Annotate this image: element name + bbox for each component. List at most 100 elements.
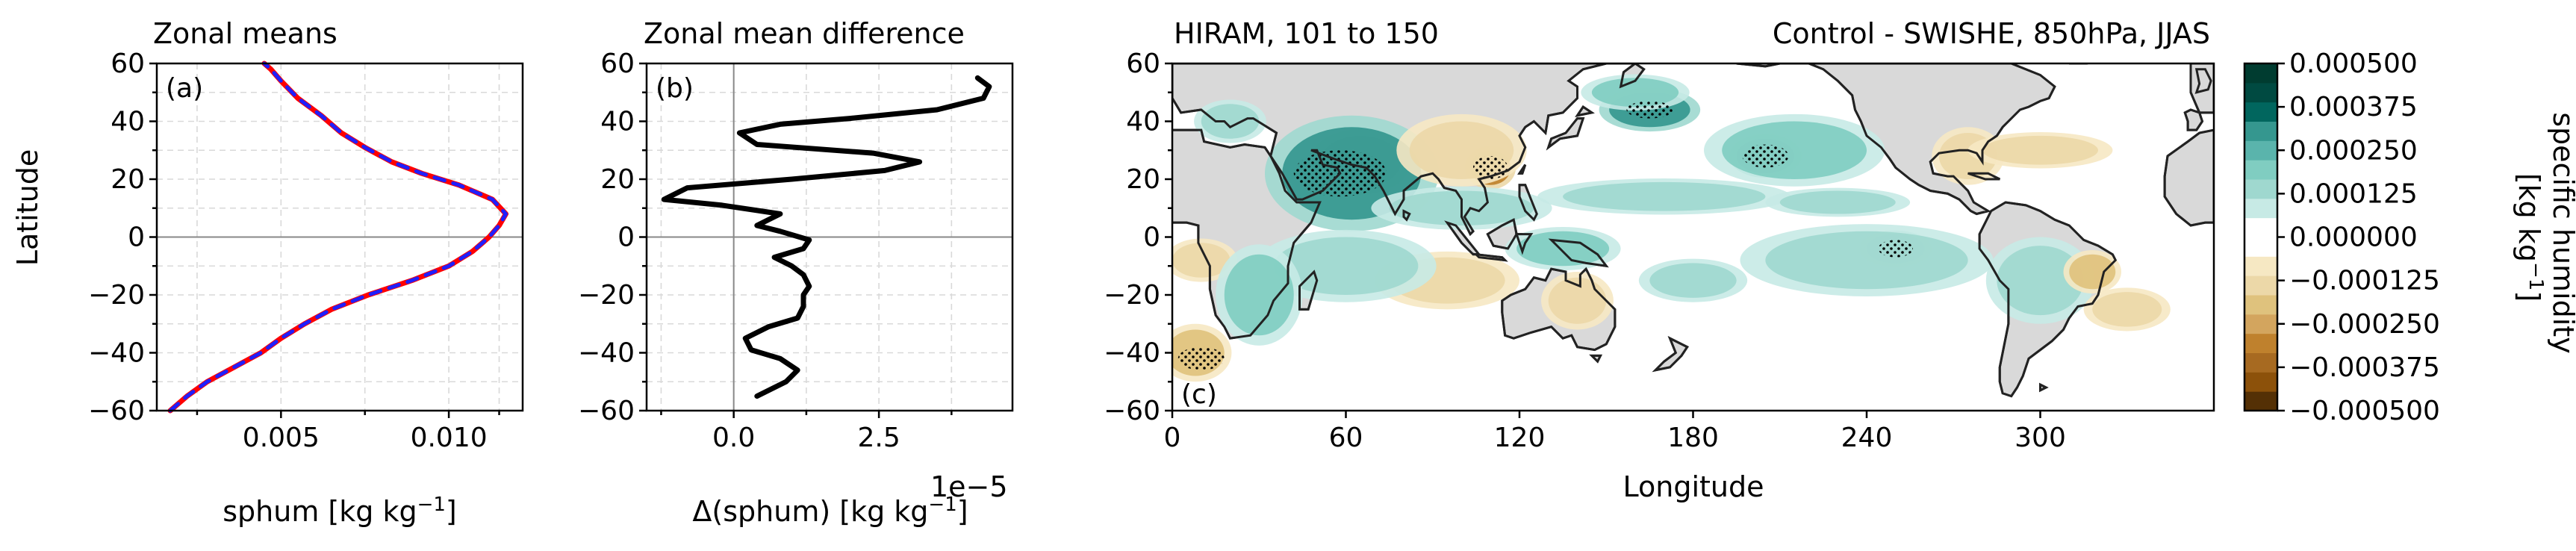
c-ytick-label: 40 [1126, 107, 1160, 137]
c-xtick-label: 300 [2015, 423, 2066, 453]
colorbar-cell [2244, 256, 2277, 276]
anomaly-patch [1591, 78, 1679, 108]
colorbar-cell [2244, 217, 2277, 237]
land-madagascar-outline [1300, 272, 1317, 309]
b-ytick-label: 20 [600, 164, 635, 195]
panel-c-ticks: −60 −40 −20 0 20 40 60 0 60 120 180 240 300 [1104, 49, 2066, 453]
colorbar-tick-label: 0.000125 [2289, 178, 2418, 209]
land-south-america-outline [1979, 202, 2115, 396]
anomaly-patch [1997, 246, 2084, 316]
land-new-zealand-outline [1655, 338, 1687, 370]
anomaly-patch [1273, 237, 1419, 295]
land-australia-outline [1502, 269, 1615, 350]
colorbar-cell [2244, 179, 2277, 199]
panel-b-ticks: −60 −40 −20 0 20 40 60 0.0 2.5 [578, 49, 953, 453]
a-ytick-label: −60 [88, 396, 145, 426]
a-series-line-1 [168, 61, 508, 413]
land-kamchatka-outline [1621, 63, 1644, 87]
b-series-line-0 [661, 75, 992, 399]
anomaly-patch [1224, 254, 1294, 336]
colorbar-tick-label: 0.000250 [2289, 135, 2418, 166]
b-ytick-label: 40 [600, 107, 635, 137]
colorbar-cell [2244, 82, 2277, 103]
colorbar-cell [2244, 372, 2277, 392]
land-tasmania-outline [1592, 355, 1601, 361]
land-taiwan-outline [1519, 165, 1525, 174]
land-sulawesi-outline [1516, 234, 1531, 252]
land-iberia-west-outline [2185, 110, 2202, 130]
colorbar-cell [2244, 121, 2277, 141]
a-xtick-label: 0.005 [243, 423, 320, 453]
land-africa-outline [1123, 130, 1320, 338]
land-europe-west-edge-outline [2191, 63, 2214, 113]
c-xtick-label: 180 [1667, 423, 1719, 453]
panel-a-ylabel: Latitude [11, 149, 44, 266]
colorbar-cell [2244, 333, 2277, 353]
a-xtick-label: 0.010 [411, 423, 488, 453]
map-panel: HIRAM, 101 to 150 Control - SWISHE, 850h… [1104, 17, 2215, 503]
land-cuba-outline [1968, 173, 2000, 179]
panel-a-title: Zonal means [153, 17, 337, 50]
humidity-anomalies [1172, 74, 2171, 382]
panel-a-label: (a) [166, 73, 203, 104]
land-new-guinea-outline [1552, 240, 1607, 266]
colorbar-tick-label: −0.000375 [2289, 352, 2440, 383]
colorbar-cell [2244, 160, 2277, 180]
c-ytick-label: 60 [1126, 49, 1160, 79]
anomaly-patch [2069, 254, 2116, 290]
b-xtick-label: 2.5 [857, 423, 900, 453]
panel-c-xlabel: Longitude [1623, 470, 1764, 503]
colorbar-cell [2244, 102, 2277, 122]
b-ytick-label: 0 [617, 222, 635, 253]
zonal-mean-difference-panel: Zonal mean difference −60 −40 −20 0 20 40 60 0.… [578, 17, 1014, 528]
anomaly-patch [1201, 104, 1260, 139]
c-xtick-label: 120 [1494, 423, 1546, 453]
land-philippines-outline [1519, 185, 1537, 220]
anomaly-patch [1765, 231, 1968, 290]
colorbar-tick-label: −0.000500 [2289, 396, 2440, 426]
colorbar-cell [2244, 198, 2277, 219]
colorbar-ticks: 0.000500 0.000375 0.000250 0.000125 0.000000… [2277, 49, 2440, 426]
panel-a-ticks: −60 −40 −20 0 20 40 60 0.005 0.010 [88, 49, 500, 453]
b-ytick-label: 60 [600, 49, 635, 79]
colorbar-cell [2244, 391, 2277, 411]
panel-b-xlabel: Δ(sphum) [kg kg−1] [692, 494, 968, 528]
colorbar-tick-label: 0.000500 [2289, 49, 2418, 79]
panel-b-title: Zonal mean difference [644, 17, 965, 50]
panel-c-label: (c) [1181, 379, 1217, 410]
anomaly-patch [2092, 292, 2162, 327]
colorbar-cell [2244, 295, 2277, 315]
land-falklands-outline [2041, 385, 2047, 390]
stipple-region [1626, 101, 1673, 119]
land-hokkaido-outline [1578, 107, 1592, 116]
c-xtick-label: 60 [1329, 423, 1363, 453]
a-ytick-label: 40 [111, 107, 145, 137]
colorbar-cells [2244, 63, 2277, 411]
stipple-region [1878, 240, 1913, 258]
land-sri-lanka-outline [1404, 211, 1410, 220]
c-ytick-label: −20 [1104, 280, 1160, 311]
map-clip-group [1123, 63, 2214, 396]
colorbar-tick-label: −0.000250 [2289, 309, 2440, 340]
c-xtick-label: 0 [1164, 423, 1181, 453]
colorbar-cell [2244, 276, 2277, 296]
panel-a-xlabel: sphum [kg kg−1] [223, 494, 457, 528]
anomaly-patch [1172, 243, 1231, 278]
panel-c-title-right: Control - SWISHE, 850hPa, JJAS [1773, 17, 2210, 50]
zonal-means-panel: Zonal means −60 −40 −20 0 20 40 60 0.005 0.010 (… [11, 17, 524, 528]
c-xtick-label: 240 [1841, 423, 1893, 453]
land-eurasia-outline [1172, 63, 1635, 234]
colorbar-cell [2244, 352, 2277, 373]
a-ytick-label: 20 [111, 164, 145, 195]
land-west-africa-west-outline [2165, 130, 2214, 225]
colorbar-tick-label: −0.000125 [2289, 266, 2440, 296]
land-japan-outline [1549, 119, 1584, 148]
anomaly-patch [1722, 121, 1867, 179]
a-ytick-label: −40 [88, 338, 145, 369]
panel-b-series [661, 75, 992, 399]
stipple-region [1742, 144, 1789, 168]
colorbar-cell [2244, 63, 2277, 84]
panel-b-label: (b) [656, 73, 694, 104]
colorbar-cell [2244, 140, 2277, 161]
